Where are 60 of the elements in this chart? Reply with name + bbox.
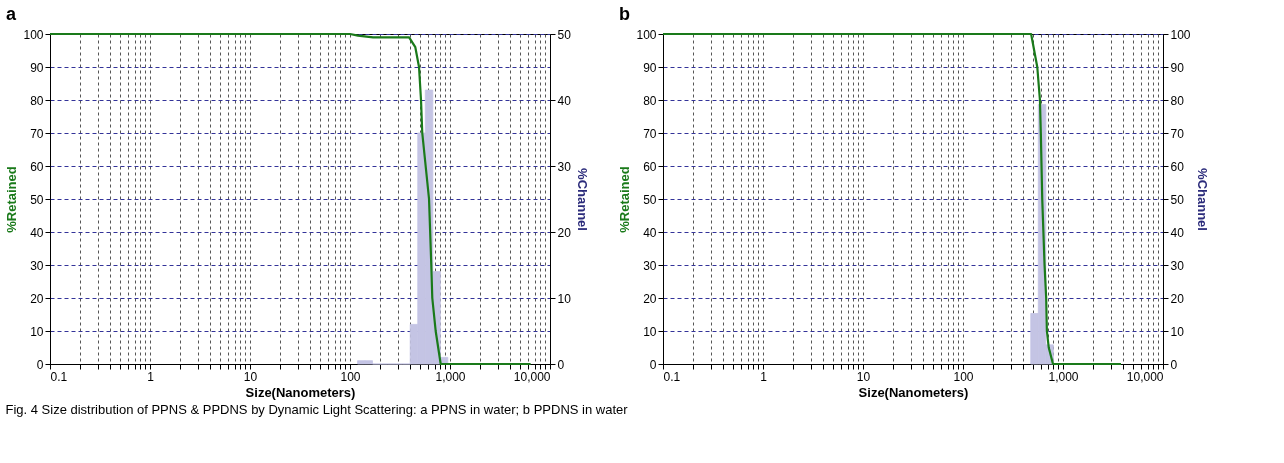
y-tick-label: 100 bbox=[636, 27, 657, 42]
y-tick-label: 70 bbox=[643, 126, 657, 141]
y-tick-label: 30 bbox=[643, 258, 657, 273]
caption: Fig. 4 Size distribution of PPNS & PPDNS by Dynamic Light Scattering: a PPNS in water; b PPDNS in water bbox=[5, 401, 629, 417]
y-tick-label: 50 bbox=[30, 192, 44, 207]
y2-tick-label: 10 bbox=[557, 291, 572, 306]
y-tick-label: 0 bbox=[649, 357, 657, 372]
y-tick-label: 20 bbox=[643, 291, 657, 306]
x-tick-label: 1 bbox=[760, 369, 768, 384]
x-axis-title: Size(Nanometers) bbox=[858, 384, 969, 400]
y-tick-label: 70 bbox=[30, 126, 44, 141]
y-tick-label: 40 bbox=[30, 225, 44, 240]
y-tick-label: 80 bbox=[643, 93, 657, 108]
y2-tick-label: 0 bbox=[557, 357, 565, 372]
x-tick-label: 0.1 bbox=[663, 369, 681, 384]
y2-tick-label: 50 bbox=[1170, 192, 1185, 207]
y2-axis-title: %Channel bbox=[574, 168, 590, 231]
y2-tick-label: 60 bbox=[1170, 159, 1185, 174]
y-tick-label: 60 bbox=[30, 159, 44, 174]
x-axis-title: Size(Nanometers) bbox=[245, 384, 356, 400]
y-tick-label: 100 bbox=[23, 27, 44, 42]
y-tick-label: 60 bbox=[643, 159, 657, 174]
y2-tick-label: 0 bbox=[1170, 357, 1178, 372]
y2-tick-label: 70 bbox=[1170, 126, 1185, 141]
y2-tick-label: 20 bbox=[557, 225, 572, 240]
y-tick-label: 10 bbox=[30, 324, 44, 339]
x-tick-label: 1 bbox=[147, 369, 155, 384]
chart-title: b bbox=[618, 4, 630, 24]
y-axis-title: %Retained bbox=[617, 166, 633, 233]
y2-tick-label: 20 bbox=[1170, 291, 1185, 306]
y2-axis-title: %Channel bbox=[1194, 168, 1210, 231]
y2-tick-label: 40 bbox=[1170, 225, 1185, 240]
x-tick-label: 10 bbox=[243, 369, 258, 384]
y-axis-title: %Retained bbox=[4, 166, 20, 233]
y2-tick-label: 80 bbox=[1170, 93, 1185, 108]
x-tick-label: 10,000 bbox=[1126, 369, 1164, 384]
y-tick-label: 50 bbox=[643, 192, 657, 207]
y-tick-label: 90 bbox=[643, 60, 657, 75]
x-tick-label: 10 bbox=[856, 369, 871, 384]
y2-tick-label: 50 bbox=[557, 27, 572, 42]
y-tick-label: 80 bbox=[30, 93, 44, 108]
y-tick-label: 10 bbox=[643, 324, 657, 339]
y-tick-label: 40 bbox=[643, 225, 657, 240]
x-tick-label: 1,000 bbox=[435, 369, 466, 384]
x-tick-label: 0.1 bbox=[50, 369, 68, 384]
x-tick-label: 1,000 bbox=[1048, 369, 1079, 384]
x-tick-label: 100 bbox=[340, 369, 361, 384]
y2-tick-label: 100 bbox=[1170, 27, 1191, 42]
y2-tick-label: 30 bbox=[1170, 258, 1185, 273]
chart-title: a bbox=[5, 4, 17, 24]
y2-tick-label: 90 bbox=[1170, 60, 1185, 75]
y-tick-label: 0 bbox=[36, 357, 44, 372]
x-tick-label: 10,000 bbox=[513, 369, 551, 384]
x-tick-label: 100 bbox=[953, 369, 974, 384]
y2-tick-label: 10 bbox=[1170, 324, 1185, 339]
y2-tick-label: 30 bbox=[557, 159, 572, 174]
y-tick-label: 90 bbox=[30, 60, 44, 75]
y-tick-label: 20 bbox=[30, 291, 44, 306]
y-tick-label: 30 bbox=[30, 258, 44, 273]
y2-tick-label: 40 bbox=[557, 93, 572, 108]
